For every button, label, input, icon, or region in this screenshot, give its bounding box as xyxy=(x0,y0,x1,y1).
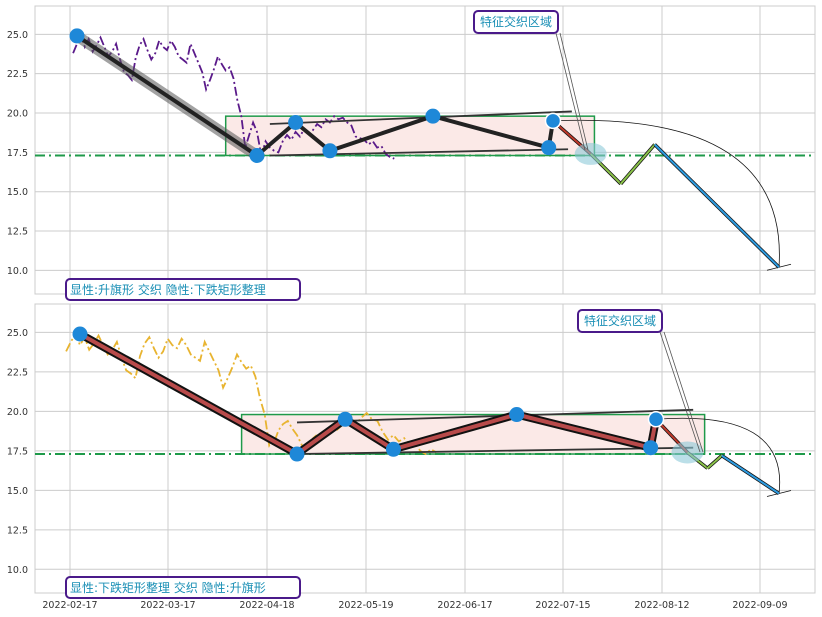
pattern-point-marker xyxy=(425,108,441,124)
bottom-panel: 10.0 12.5 15.0 17.5 20.0 22.5 25.0 特征交织区域显性:下跌矩… xyxy=(7,303,816,599)
top-panel: 10.0 12.5 15.0 17.5 20.0 22.5 25.0 特征交织区域显性:升旗形… xyxy=(7,5,816,301)
pattern-point-marker xyxy=(648,411,664,427)
y-tick-label: 22.5 xyxy=(7,367,28,378)
x-tick-label: 2022-03-17 xyxy=(140,600,195,611)
y-tick-label: 10.0 xyxy=(7,266,28,277)
forecast-arc xyxy=(655,417,781,494)
channel-top-line xyxy=(269,110,572,125)
y-tick-label: 25.0 xyxy=(7,328,28,339)
pattern-point-marker xyxy=(545,113,561,129)
y-tick-label: 17.5 xyxy=(7,446,28,457)
pattern-label-box xyxy=(65,278,301,301)
pattern-point-marker-ring xyxy=(544,112,562,130)
pattern-label-box xyxy=(65,576,301,599)
pattern-point-marker xyxy=(289,446,305,462)
x-tick-label: 2022-09-09 xyxy=(732,600,787,611)
price-series-line xyxy=(72,33,395,160)
forecast-segment xyxy=(721,454,780,495)
annotation-box xyxy=(473,10,559,34)
x-tick-label: 2022-08-12 xyxy=(634,600,689,611)
pattern-point-marker xyxy=(288,114,304,130)
annotation-text: 特征交织区域 xyxy=(480,14,552,29)
y-tick-label: 25.0 xyxy=(7,30,28,41)
annotation-arrow xyxy=(663,331,704,453)
annotation-text: 特征交织区域 xyxy=(584,313,656,328)
pattern-label-text: 显性:升旗形 交织 隐性:下跌矩形整理 xyxy=(70,282,266,297)
interaction-zone-glow xyxy=(574,142,607,165)
pattern-point-marker xyxy=(541,140,557,156)
y-tick-label: 10.0 xyxy=(7,565,28,576)
annotation-arrow xyxy=(555,32,586,151)
interaction-zone-glow xyxy=(671,441,704,464)
channel-top-line xyxy=(296,408,694,424)
y-tick-label: 17.5 xyxy=(7,148,28,159)
forecast-segment xyxy=(706,454,723,469)
y-tick-label: 20.0 xyxy=(7,407,28,418)
channel-bottom-line xyxy=(269,148,569,157)
pattern-point-marker xyxy=(249,148,265,164)
annotation-arrow xyxy=(659,331,701,453)
pattern-point-marker xyxy=(322,143,338,159)
pattern-point-marker xyxy=(69,28,85,44)
channel-bottom-line xyxy=(296,446,694,455)
y-tick-label: 15.0 xyxy=(7,486,28,497)
annotation-box xyxy=(577,309,663,333)
y-tick-label: 12.5 xyxy=(7,227,28,238)
x-tick-label: 2022-02-17 xyxy=(42,600,97,611)
x-tick-label: 2022-07-15 xyxy=(535,600,590,611)
x-axis-tick-labels: 2022-02-17 2022-03-17 2022-04-18 2022-05-19… xyxy=(42,600,787,611)
pattern-point-marker xyxy=(509,407,525,423)
pattern-point-marker xyxy=(72,326,88,342)
forecast-segment xyxy=(620,143,656,185)
pattern-label-text: 显性:下跌矩形整理 交织 隐性:升旗形 xyxy=(70,580,266,595)
pattern-point-marker xyxy=(643,440,659,456)
pattern-point-marker xyxy=(385,441,401,457)
pattern-point-marker-ring xyxy=(647,411,665,428)
y-tick-label: 12.5 xyxy=(7,525,28,536)
pattern-point-marker xyxy=(337,411,353,427)
y-tick-label: 20.0 xyxy=(7,109,28,120)
y-tick-label: 22.5 xyxy=(7,69,28,80)
x-tick-label: 2022-04-18 xyxy=(239,600,294,611)
x-tick-label: 2022-06-17 xyxy=(437,600,492,611)
forecast-arc xyxy=(552,119,780,268)
y-tick-label: 15.0 xyxy=(7,187,28,198)
forecast-segment xyxy=(653,143,780,268)
x-tick-label: 2022-05-19 xyxy=(338,600,393,611)
annotation-arrow xyxy=(559,32,589,151)
